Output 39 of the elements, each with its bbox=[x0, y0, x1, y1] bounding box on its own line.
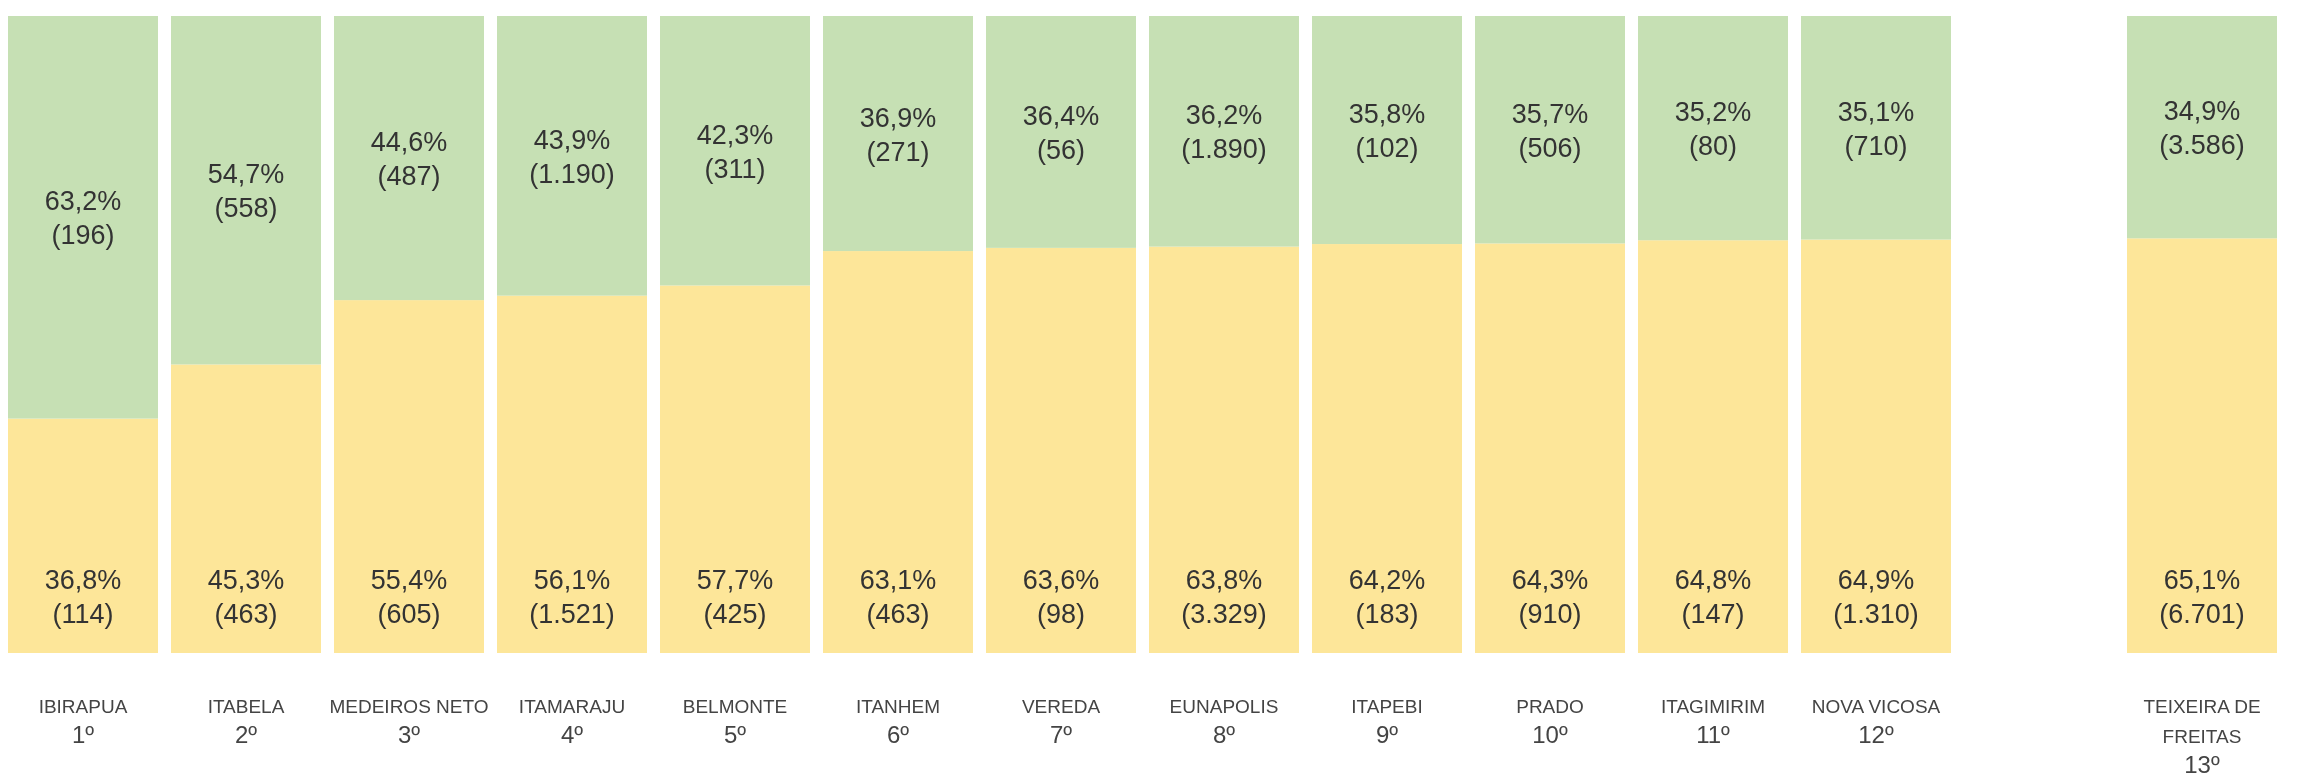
data-label: 63,2% (196) bbox=[44, 186, 122, 251]
data-label: 56,1% (1.521) bbox=[529, 565, 615, 629]
x-tick-label: ITAGIMIRIM 11º bbox=[1660, 696, 1766, 748]
data-label: 34,9% (3.586) bbox=[2159, 96, 2245, 161]
data-label: 65,1% (6.701) bbox=[2159, 565, 2245, 629]
x-tick-label: ITAMARAJU 4º bbox=[518, 696, 626, 748]
data-label: 35,8% (102) bbox=[1348, 99, 1426, 164]
data-label: 36,2% (1.890) bbox=[1181, 100, 1267, 165]
data-label: 63,8% (3.329) bbox=[1181, 565, 1267, 629]
data-label: 64,3% (910) bbox=[1511, 565, 1589, 629]
data-label: 63,1% (463) bbox=[859, 565, 937, 629]
x-tick-label: EUNAPOLIS 8º bbox=[1169, 696, 1279, 748]
data-label: 63,6% (98) bbox=[1022, 565, 1100, 629]
x-tick-label: MEDEIROS NETO 3º bbox=[329, 696, 489, 748]
data-label: 54,7% (558) bbox=[207, 159, 285, 224]
data-label: 64,9% (1.310) bbox=[1833, 565, 1919, 629]
data-label: 36,4% (56) bbox=[1022, 100, 1100, 165]
x-tick-label: TEIXEIRA DE FREITAS 13º bbox=[2143, 696, 2261, 778]
x-tick-label: ITABELA 2º bbox=[207, 696, 285, 748]
data-label: 36,9% (271) bbox=[859, 102, 937, 167]
data-label: 35,1% (710) bbox=[1837, 96, 1915, 161]
x-tick-label: BELMONTE 5º bbox=[682, 696, 788, 748]
data-label: 35,2% (80) bbox=[1674, 97, 1752, 162]
x-tick-label: ITAPEBI 9º bbox=[1351, 696, 1423, 748]
data-label: 64,2% (183) bbox=[1348, 565, 1426, 629]
x-tick-label: PRADO 10º bbox=[1516, 696, 1584, 748]
x-tick-label: ITANHEM 6º bbox=[855, 696, 941, 748]
x-tick-label: VEREDA 7º bbox=[1021, 696, 1101, 748]
x-tick-label: IBIRAPUA 1º bbox=[38, 696, 128, 748]
data-label: 42,3% (311) bbox=[696, 119, 774, 184]
data-label: 43,9% (1.190) bbox=[529, 124, 615, 189]
x-tick-label: NOVA VICOSA 12º bbox=[1811, 696, 1941, 748]
data-label: 57,7% (425) bbox=[696, 565, 774, 629]
data-label: 44,6% (487) bbox=[370, 127, 448, 192]
data-label: 64,8% (147) bbox=[1674, 565, 1752, 629]
data-label: 55,4% (605) bbox=[370, 565, 448, 629]
data-label: 35,7% (506) bbox=[1511, 98, 1589, 163]
data-label: 36,8% (114) bbox=[44, 565, 122, 629]
data-label: 45,3% (463) bbox=[207, 565, 285, 629]
